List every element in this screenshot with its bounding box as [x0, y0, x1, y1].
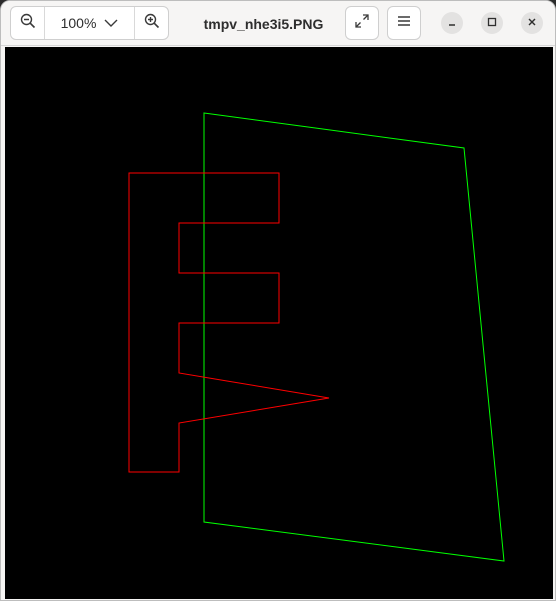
displayed-image: [5, 47, 553, 599]
zoom-out-button[interactable]: [11, 7, 45, 39]
maximize-icon: [487, 14, 497, 32]
hamburger-menu-icon: [397, 14, 411, 32]
maximize-button[interactable]: [481, 12, 503, 34]
close-button[interactable]: [521, 12, 543, 34]
fullscreen-button[interactable]: [345, 6, 379, 40]
zoom-in-icon: [144, 13, 160, 34]
zoom-in-button[interactable]: [134, 7, 168, 39]
minimize-icon: [447, 14, 457, 32]
fullscreen-icon: [355, 13, 369, 33]
main-menu-button[interactable]: [387, 6, 421, 40]
red-letter-f-shape: [128, 172, 330, 473]
zoom-control-group: 100%: [10, 6, 169, 40]
image-canvas: [5, 47, 553, 599]
close-icon: [527, 14, 537, 32]
zoom-level-value: 100%: [60, 15, 97, 31]
zoom-level-dropdown[interactable]: 100%: [45, 7, 134, 39]
minimize-button[interactable]: [441, 12, 463, 34]
header-bar: 100% tmpv_nhe3i5.PNG: [1, 1, 555, 46]
chevron-down-icon: [104, 15, 118, 31]
zoom-out-icon: [20, 13, 36, 34]
window-title: tmpv_nhe3i5.PNG: [203, 15, 324, 32]
green-quadrilateral: [203, 112, 505, 562]
